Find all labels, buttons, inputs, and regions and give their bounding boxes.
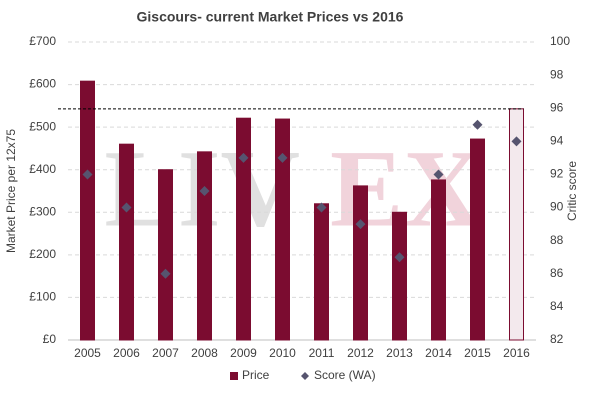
- legend-label: Score (WA): [314, 368, 376, 382]
- x-tick-label: 2012: [347, 346, 374, 360]
- y-tick-label: £600: [29, 77, 56, 91]
- bar: [80, 80, 95, 341]
- y-tick-label: £100: [29, 290, 56, 304]
- x-tick-label: 2010: [269, 346, 296, 360]
- marker: [238, 152, 249, 163]
- legend-label: Price: [242, 368, 270, 382]
- y-tick-label: £500: [29, 119, 56, 133]
- marker: [355, 219, 366, 230]
- y2-tick-label: 92: [550, 167, 564, 181]
- bar: [158, 169, 173, 341]
- y-tick-label: £200: [29, 247, 56, 261]
- marker: [433, 169, 444, 180]
- bar: [392, 211, 407, 341]
- legend-swatch: [301, 372, 309, 380]
- y-tick-label: £700: [29, 34, 56, 48]
- x-tick-label: 2007: [152, 346, 179, 360]
- y2-tick-label: 94: [550, 134, 564, 148]
- y-tick-label: £400: [29, 162, 56, 176]
- marker: [511, 136, 522, 147]
- bar: [509, 108, 524, 341]
- marker: [199, 186, 210, 196]
- y2-tick-label: 86: [550, 266, 564, 280]
- y-axis-label: Market Price per 12x75: [4, 129, 18, 253]
- bar: [275, 118, 290, 341]
- y-tick-label: £0: [43, 332, 57, 346]
- x-tick-label: 2009: [230, 346, 257, 360]
- y2-axis-label: Critic score: [565, 161, 579, 221]
- bar: [236, 117, 251, 341]
- y2-tick-label: 82: [550, 332, 564, 346]
- marker: [277, 152, 288, 163]
- bar: [314, 203, 329, 341]
- y2-tick-label: 96: [550, 100, 564, 114]
- x-tick-label: 2008: [191, 346, 218, 360]
- marker: [394, 252, 405, 263]
- y2-tick-label: 84: [550, 299, 564, 313]
- bar: [431, 179, 446, 341]
- y2-tick-label: 88: [550, 233, 564, 247]
- marker: [82, 169, 93, 180]
- x-tick-label: 2015: [464, 346, 491, 360]
- bar: [470, 138, 485, 341]
- marker: [316, 202, 327, 213]
- y-tick-label: £300: [29, 204, 56, 218]
- y2-tick-label: 98: [550, 67, 564, 81]
- x-tick-label: 2013: [386, 346, 413, 360]
- y2-tick-label: 90: [550, 200, 564, 214]
- x-tick-label: 2016: [503, 346, 530, 360]
- x-tick-label: 2006: [113, 346, 140, 360]
- legend-swatch: [230, 372, 238, 380]
- x-tick-label: 2011: [309, 346, 335, 360]
- x-tick-label: 2005: [74, 346, 101, 360]
- y2-tick-label: 100: [550, 34, 570, 48]
- bar: [197, 151, 212, 341]
- marker: [472, 119, 483, 130]
- marker: [160, 268, 171, 279]
- bar: [119, 143, 134, 341]
- x-tick-label: 2014: [425, 346, 452, 360]
- bar: [353, 185, 368, 341]
- marker: [121, 202, 132, 213]
- chart-title: Giscours- current Market Prices vs 2016: [137, 9, 404, 25]
